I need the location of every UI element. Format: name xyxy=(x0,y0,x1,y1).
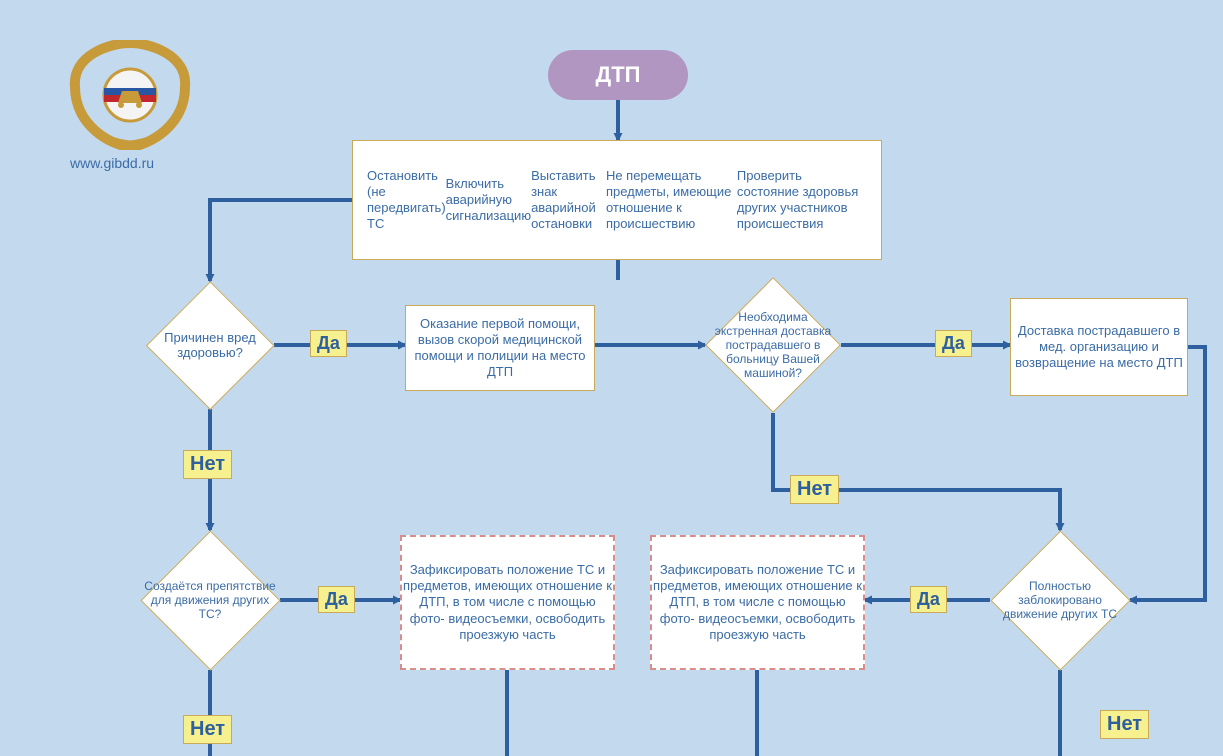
edge-label: Нет xyxy=(183,715,232,744)
edge-label: Да xyxy=(910,586,947,613)
edge-label: Нет xyxy=(790,475,839,504)
decision-text-d2: Необходима экстренная доставка пострадав… xyxy=(709,281,837,409)
source-url: www.gibdd.ru xyxy=(70,155,154,171)
node-start: ДТП xyxy=(548,50,688,100)
edge-label: Да xyxy=(935,330,972,357)
edge-label: Нет xyxy=(1100,710,1149,739)
node-box4: Зафиксировать положение ТС и предметов, … xyxy=(400,535,615,670)
node-box1: Остановить (не передвигать) ТСВключить а… xyxy=(352,140,882,260)
decision-text-d1: Причинен вред здоровью? xyxy=(150,285,270,405)
edge-label: Нет xyxy=(183,450,232,479)
node-box2: Оказание первой помощи, вызов скорой мед… xyxy=(405,305,595,391)
edge-label: Да xyxy=(310,330,347,357)
gibdd-emblem-icon xyxy=(60,40,200,150)
node-box3: Доставка пострадавшего в мед. организаци… xyxy=(1010,298,1188,396)
flow-edge xyxy=(210,200,352,281)
flow-edge xyxy=(773,413,1060,530)
decision-text-d3: Создаётся препятствие для движения други… xyxy=(144,534,276,666)
edge-label: Да xyxy=(318,586,355,613)
decision-text-d4: Полностью заблокировано движение других … xyxy=(994,534,1126,666)
node-box5: Зафиксировать положение ТС и предметов, … xyxy=(650,535,865,670)
